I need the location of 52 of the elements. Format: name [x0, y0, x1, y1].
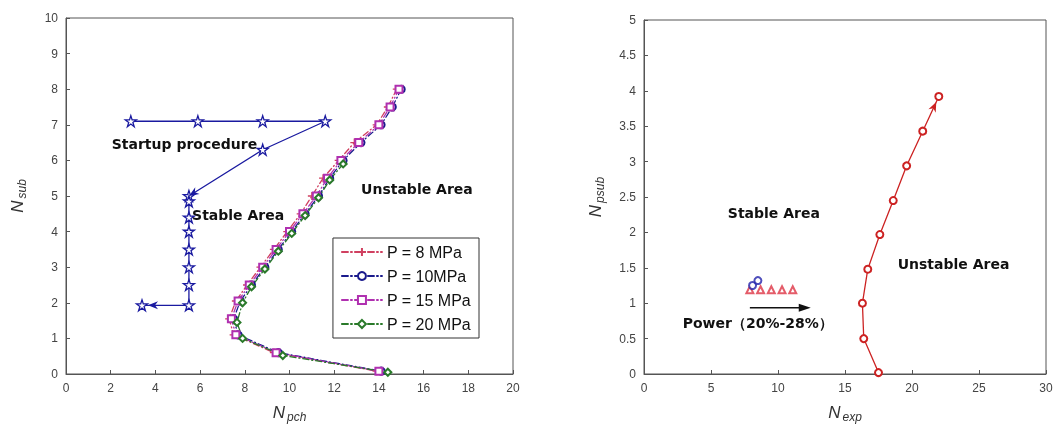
annotation: Unstable Area: [361, 180, 473, 197]
legend-label: P = 15 MPa: [386, 291, 471, 309]
x-tick-label: 6: [196, 381, 204, 395]
x-tick-label: 14: [372, 381, 386, 395]
y-tick-label: 0: [629, 367, 637, 381]
annotation: Power（20%-28%）: [682, 314, 833, 331]
y-tick-label: 8: [51, 82, 59, 97]
y-tick-label: 2.5: [619, 190, 637, 204]
y-tick-label: 6: [51, 153, 59, 168]
x-tick-label: 0: [62, 381, 70, 395]
x-tick-label: 5: [707, 381, 715, 395]
annotation: Startup procedure: [111, 135, 258, 152]
y-tick-label: 7: [51, 117, 59, 132]
x-tick-label: 2: [107, 381, 115, 395]
y-tick-label: 0: [51, 367, 59, 381]
x-tick-label: 16: [416, 381, 431, 395]
y-tick-label: 2: [51, 295, 59, 310]
annotation: Stable Area: [727, 204, 820, 221]
y-tick-label: 2: [629, 225, 637, 240]
legend-label: P = 8 MPa: [386, 243, 462, 261]
y-tick-label: 5: [51, 189, 59, 203]
x-tick-label: 10: [771, 381, 785, 395]
y-tick-label: 5: [629, 13, 637, 27]
x-tick-label: 0: [640, 381, 648, 395]
y-tick-label: 3: [629, 154, 637, 169]
x-tick-label: 8: [241, 381, 249, 395]
annotation: Unstable Area: [897, 256, 1010, 273]
y-tick-label: 3.5: [619, 119, 637, 134]
legend-label: P = 20 MPa: [386, 315, 471, 333]
legend-label: P = 10MPa: [386, 267, 467, 285]
y-tick-label: 3: [51, 260, 59, 275]
y-tick-label: 1: [51, 331, 59, 346]
annotation: Stable Area: [192, 207, 285, 224]
y-tick-label: 9: [51, 46, 59, 61]
x-tick-label: 20: [506, 381, 520, 395]
x-tick-label: 4: [152, 381, 160, 395]
y-tick-label: 1: [629, 296, 637, 311]
x-tick-label: 15: [838, 381, 852, 395]
y-tick-label: 4.5: [619, 48, 637, 63]
x-tick-label: 25: [972, 381, 986, 395]
y-tick-label: 4: [51, 224, 59, 239]
x-tick-label: 20: [905, 381, 919, 395]
y-tick-label: 0.5: [619, 331, 637, 346]
y-tick-label: 10: [44, 11, 59, 25]
x-tick-label: 30: [1039, 381, 1053, 395]
x-tick-label: 18: [461, 381, 476, 395]
y-axis-title: Nsub: [8, 178, 29, 213]
x-tick-label: 10: [282, 381, 297, 395]
y-tick-label: 4: [629, 83, 637, 98]
y-axis-title: Npsub: [586, 176, 607, 218]
x-tick-label: 12: [327, 381, 342, 395]
y-tick-label: 1.5: [619, 260, 637, 275]
